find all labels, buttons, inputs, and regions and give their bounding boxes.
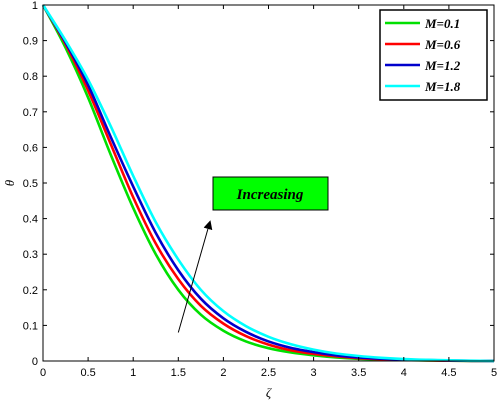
annotation-box <box>212 176 329 211</box>
x-tick-label: 2.5 <box>261 367 276 379</box>
y-tick-label: 0.3 <box>23 249 38 261</box>
series-lines <box>41 4 495 363</box>
y-tick-label: 0.9 <box>23 36 38 48</box>
y-tick-label: 0.4 <box>23 214 38 226</box>
x-tick-label: 3 <box>311 367 317 379</box>
x-tick-label: 4.5 <box>441 367 456 379</box>
x-tick-label: 2 <box>220 367 226 379</box>
y-tick-label: 1 <box>32 0 38 12</box>
series-line-3 <box>41 4 495 363</box>
annotation-text: Increasing <box>236 187 304 203</box>
legend: M=0.1 M=0.6 M=1.2 M=1.8 <box>379 9 488 101</box>
x-tick-label: 1 <box>130 367 136 379</box>
annotation-arrow <box>177 220 213 333</box>
x-axis-label: ζ <box>266 385 272 400</box>
y-axis-label: θ <box>2 179 17 186</box>
x-tick-label: 0.5 <box>80 367 95 379</box>
y-tick-label: 0.8 <box>23 71 38 83</box>
x-tick-label: 5 <box>491 367 497 379</box>
ticks: 0 0.5 1 1.5 2 2.5 3 3.5 4 4.5 5 0 0.1 0.2 0.3 0.4 0.5 0.6… <box>23 0 497 379</box>
y-tick-label: 0.1 <box>23 320 38 332</box>
y-tick-label: 0.5 <box>23 178 38 190</box>
y-tick-label: 0.2 <box>23 285 38 297</box>
annotation: Increasing <box>177 176 329 333</box>
legend-label-0: M=0.1 <box>424 16 460 31</box>
y-tick-label: 0 <box>32 356 38 368</box>
x-tick-label: 0 <box>40 367 46 379</box>
y-tick-label: 0.7 <box>23 107 38 119</box>
x-tick-label: 3.5 <box>351 367 366 379</box>
legend-label-2: M=1.2 <box>424 58 461 73</box>
legend-label-3: M=1.8 <box>424 79 461 94</box>
y-tick-label: 0.6 <box>23 142 38 154</box>
x-tick-label: 4 <box>401 367 407 379</box>
legend-label-1: M=0.6 <box>424 37 461 52</box>
x-tick-label: 1.5 <box>171 367 186 379</box>
